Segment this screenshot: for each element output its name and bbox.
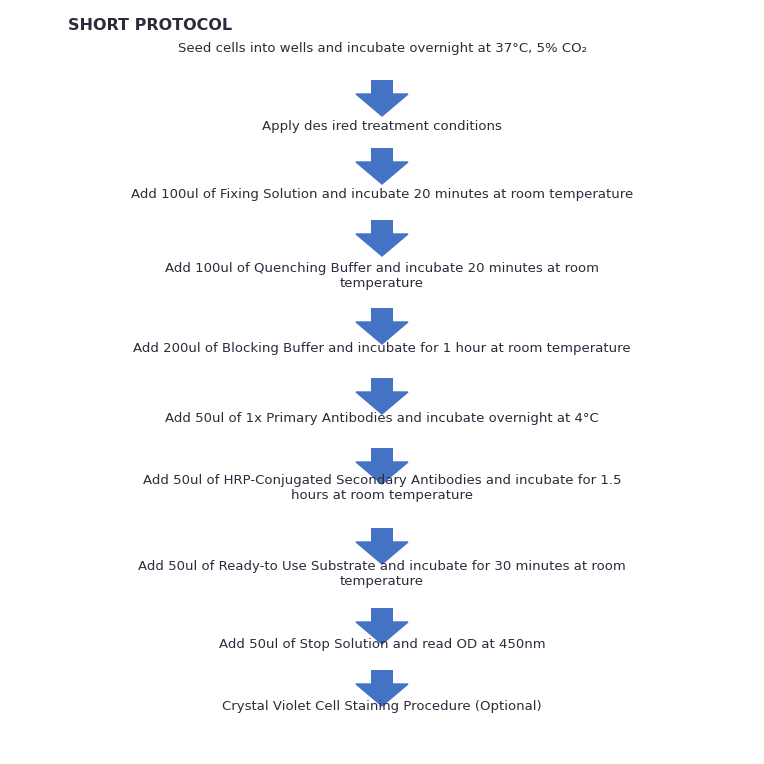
Text: Add 50ul of HRP-Conjugated Secondary Antibodies and incubate for 1.5
hours at ro: Add 50ul of HRP-Conjugated Secondary Ant… — [143, 474, 621, 502]
Polygon shape — [356, 392, 408, 414]
Polygon shape — [356, 684, 408, 706]
Polygon shape — [356, 542, 408, 564]
Text: Add 200ul of Blocking Buffer and incubate for 1 hour at room temperature: Add 200ul of Blocking Buffer and incubat… — [133, 342, 631, 355]
Text: Add 50ul of Stop Solution and read OD at 450nm: Add 50ul of Stop Solution and read OD at… — [219, 638, 545, 651]
Text: SHORT PROTOCOL: SHORT PROTOCOL — [68, 18, 232, 33]
Text: Add 100ul of Fixing Solution and incubate 20 minutes at room temperature: Add 100ul of Fixing Solution and incubat… — [131, 188, 633, 201]
Polygon shape — [356, 322, 408, 344]
Text: Add 100ul of Quenching Buffer and incubate 20 minutes at room
temperature: Add 100ul of Quenching Buffer and incuba… — [165, 262, 599, 290]
Bar — [371, 378, 393, 392]
Text: Add 50ul of 1x Primary Antibodies and incubate overnight at 4°C: Add 50ul of 1x Primary Antibodies and in… — [165, 412, 599, 425]
Text: Crystal Violet Cell Staining Procedure (Optional): Crystal Violet Cell Staining Procedure (… — [222, 700, 542, 713]
Bar — [371, 528, 393, 542]
Polygon shape — [356, 462, 408, 484]
Bar — [371, 80, 393, 94]
Bar — [371, 608, 393, 622]
Bar — [371, 670, 393, 684]
Text: Add 50ul of Ready-to Use Substrate and incubate for 30 minutes at room
temperatu: Add 50ul of Ready-to Use Substrate and i… — [138, 560, 626, 588]
Polygon shape — [356, 94, 408, 116]
Text: Seed cells into wells and incubate overnight at 37°C, 5% CO₂: Seed cells into wells and incubate overn… — [177, 42, 587, 55]
Polygon shape — [356, 622, 408, 644]
Bar — [371, 220, 393, 234]
Bar — [371, 308, 393, 322]
Bar — [371, 448, 393, 462]
Polygon shape — [356, 234, 408, 256]
Text: Apply des ired treatment conditions: Apply des ired treatment conditions — [262, 120, 502, 133]
Polygon shape — [356, 162, 408, 184]
Bar — [371, 148, 393, 162]
